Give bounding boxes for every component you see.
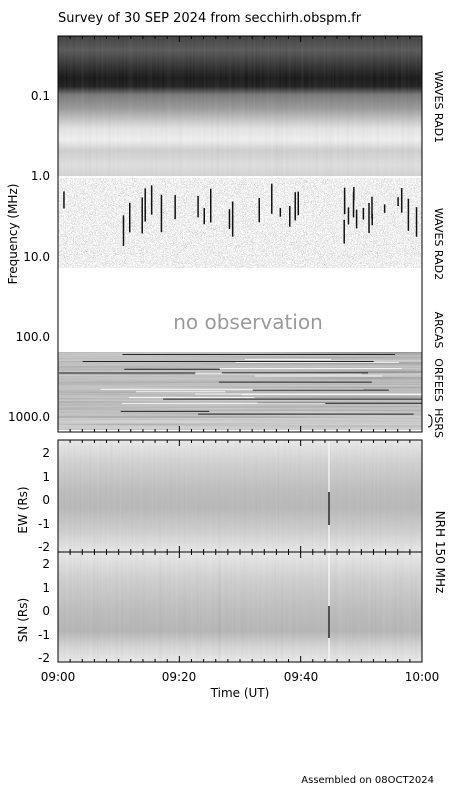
figure-title: Survey of 30 SEP 2024 from secchirh.obsp…	[58, 11, 362, 26]
ew-panel: 2 1 0 -1 -2 EW (Rs)	[16, 439, 423, 554]
instrument-label-orfees: ORFEES	[432, 358, 445, 402]
frequency-axis-label: Frequency (MHz)	[6, 184, 20, 285]
y-tick-label: 1.0	[31, 169, 50, 183]
y-tick-label: 10.0	[23, 250, 50, 264]
hsrs-texture	[58, 418, 422, 430]
time-ticks	[57, 36, 423, 662]
spectrogram-y-ticks: 0.1 1.0 10.0 100.0 1000.0	[8, 89, 50, 424]
ew-texture	[58, 440, 422, 552]
sn-texture	[58, 552, 422, 662]
sn-y-tick: -1	[38, 628, 50, 642]
instrument-label-rad1: WAVES RAD1	[432, 71, 445, 143]
ew-y-tick: 0	[42, 493, 50, 507]
instrument-label-arcas: ARCAS	[432, 312, 445, 349]
y-tick-label: 1000.0	[8, 410, 50, 424]
ew-y-tick: -1	[38, 517, 50, 531]
y-tick-label: 0.1	[31, 89, 50, 103]
ew-y-tick: 2	[42, 446, 50, 460]
ew-axis-label: EW (Rs)	[16, 486, 30, 533]
spectrogram-panel: no observation 0.1 1.0 10.0 100.0 1000.0…	[6, 35, 445, 438]
sn-y-tick: -2	[38, 651, 50, 665]
nrh-label: NRH 150 MHz	[433, 511, 447, 594]
x-tick-label: 09:40	[284, 670, 319, 684]
sn-axis-label: SN (Rs)	[16, 598, 30, 642]
instrument-label-hsrs: HSRS	[432, 408, 445, 438]
ew-y-tick: 1	[42, 470, 50, 484]
x-tick-label: 09:20	[162, 670, 197, 684]
no-observation-label: no observation	[173, 310, 323, 334]
x-tick-label: 10:00	[405, 670, 440, 684]
hsrs-bracket	[427, 414, 433, 428]
y-tick-label: 100.0	[16, 330, 50, 344]
rad2-band	[58, 178, 422, 268]
x-axis-label: Time (UT)	[210, 686, 270, 700]
ew-y-tick: -2	[38, 540, 50, 554]
sn-y-tick: 1	[42, 581, 50, 595]
sn-y-tick: 2	[42, 557, 50, 571]
sn-panel: 2 1 0 -1 -2 SN (Rs)	[16, 551, 423, 665]
rad1-texture	[58, 36, 422, 176]
sn-y-tick: 0	[42, 604, 50, 618]
x-tick-label: 09:00	[41, 670, 76, 684]
orfees-lines	[59, 354, 422, 415]
instrument-label-rad2: WAVES RAD2	[432, 208, 445, 280]
assembled-footer: Assembled on 08OCT2024	[301, 775, 434, 786]
orfees-texture	[58, 352, 422, 418]
rad2-bursts	[63, 183, 418, 246]
